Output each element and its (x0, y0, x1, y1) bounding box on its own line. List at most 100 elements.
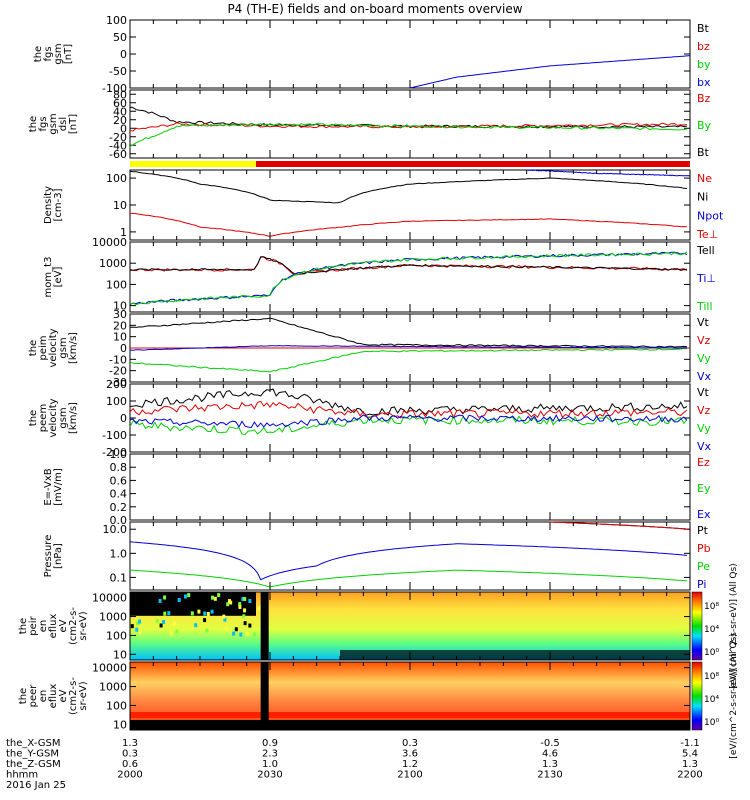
series-Ti (129, 251, 688, 305)
heatmap-cell (159, 623, 163, 628)
panel-frame (129, 521, 691, 591)
y-axis-label: velocity (48, 398, 59, 437)
x-tick-label-x: 0.3 (402, 738, 418, 749)
y-tick-label: -200 (102, 446, 127, 459)
series-Vy (129, 414, 688, 436)
x-axis-row-label: the_X-GSM (6, 738, 60, 749)
y-tick-label: 0.1 (110, 571, 128, 584)
y-tick-label: -10 (109, 353, 127, 366)
heatmap-cell (248, 623, 252, 628)
y-tick-label: -100 (102, 82, 127, 95)
legend-Te⊥: Te⊥ (696, 228, 718, 241)
panel-frame (129, 169, 691, 241)
y-axis-label: the (33, 46, 44, 62)
y-axis-label: en (38, 620, 49, 633)
y-axis-label: Density (43, 186, 54, 224)
y-tick-label: -100 (102, 429, 127, 442)
heatmap-cell (187, 593, 191, 598)
y-tick-label: -30 (109, 376, 127, 389)
panel-peir_en_eflux: 10⁸ 10⁴ 10⁰ [eV/(cm^2-s-sr-eV)] (All Qs) 100… (18, 563, 739, 688)
x-axis-row-label: hhmm (6, 770, 38, 781)
x-tick-label-y: 3.6 (402, 749, 418, 760)
series-Npot (526, 169, 691, 177)
y-tick-label: -50 (109, 65, 127, 78)
heatmap-cell (206, 611, 210, 616)
heatmap-cell (242, 614, 246, 619)
y-tick-label: 10 (113, 331, 127, 344)
heatmap-gap (260, 592, 269, 660)
y-tick-label: 20 (113, 319, 127, 332)
heatmap-cell (238, 602, 242, 607)
heatmap-cell (158, 598, 162, 603)
heatmap-cell (243, 597, 247, 602)
x-tick-label-y: 2.3 (262, 749, 278, 760)
heatmap-cell (177, 598, 181, 603)
y-axis-label: [nT] (68, 114, 79, 134)
y-tick-label: 1000 (99, 681, 127, 694)
heatmap-cell (253, 632, 257, 637)
legend-Bt: Bt (697, 146, 710, 159)
colorbar-tick-label: 10⁸ (704, 602, 719, 612)
series-Vt (129, 317, 687, 348)
heatmap-cell (197, 609, 201, 614)
heatmap-cell (222, 614, 226, 619)
series-Till (129, 251, 688, 306)
y-tick-label: 10000 (92, 592, 127, 605)
y-axis-label: eV (58, 619, 69, 632)
y-axis-label: peem (38, 404, 49, 432)
heatmap-cell (183, 594, 187, 599)
legend-Vz: Vz (697, 334, 711, 347)
y-axis-label: the (28, 116, 39, 132)
y-tick-label: 1000 (99, 257, 127, 270)
colorbar-label: [eV/(cm^2-s-sr-eV)] (All Qs) (729, 633, 739, 758)
y-tick-label: 10 (113, 718, 127, 731)
x-axis-row-label: the_Z-GSM (6, 759, 61, 770)
y-axis-label: [mV/m] (53, 468, 64, 506)
series-Tell (129, 256, 688, 275)
legend-Pb: Pb (697, 542, 711, 555)
y-tick-label: 40 (113, 105, 127, 118)
series-Pe (129, 569, 687, 588)
heatmap-fill (130, 662, 690, 730)
x-tick-label-z: 1.0 (262, 759, 278, 770)
y-axis-label: en (38, 690, 49, 703)
x-tick-label-x: 0.9 (262, 738, 278, 749)
colorbar-tick-label: 10⁰ (704, 648, 719, 658)
y-axis-label: the (28, 410, 39, 426)
panel-pressure: 10.0 1.0 0.1 Pressure [nPa] Pt Pb Pe Pi (43, 521, 711, 591)
panel-mom_t3: 10000 1000 100 10 mom_t3 [eV] Tell Ti⊥ Till (43, 236, 716, 313)
colorbar-tick-label: 10⁴ (704, 625, 719, 635)
legend-Tell: Tell (696, 244, 715, 257)
x-tick-label-t: 2000 (117, 770, 142, 781)
y-tick-label: 0.8 (110, 461, 128, 474)
y-tick-label: 10 (113, 199, 127, 212)
heatmap-cell (175, 629, 179, 634)
x-tick-label-x: 1.3 (122, 738, 138, 749)
y-axis-label: fgs (43, 46, 54, 61)
panel-frame (129, 383, 691, 453)
colorbar-tick-label: 10⁴ (704, 695, 719, 705)
x-tick-label-x: -1.1 (680, 738, 700, 749)
y-tick-label: 0 (120, 412, 127, 425)
y-axis-label: gsm (48, 113, 59, 134)
y-axis-label: dsl (58, 117, 69, 131)
y-tick-label: 100 (106, 395, 127, 408)
heatmap-cell (217, 593, 221, 598)
colorbar-label: [eV/(cm^2-s-sr-eV)] (All Qs) (729, 563, 739, 688)
heatmap-cell (241, 597, 245, 602)
legend-Vy: Vy (697, 352, 711, 365)
x-tick-label-t: 2130 (537, 770, 562, 781)
heatmap-cell (169, 631, 173, 636)
y-axis-label: [km/s] (68, 402, 79, 434)
y-tick-label: 100 (106, 14, 127, 27)
y-tick-label: 100 (106, 699, 127, 712)
y-axis-label: sr-eV) (78, 681, 89, 710)
figure-title: P4 (TH-E) fields and on-board moments ov… (227, 2, 522, 16)
y-tick-label: 30 (113, 308, 127, 321)
y-axis-label: fgs (38, 116, 49, 131)
heatmap-cell (213, 596, 217, 601)
heatmap-cell (205, 628, 209, 633)
legend-Vt: Vt (697, 316, 710, 329)
heatmap-cell (234, 627, 238, 632)
